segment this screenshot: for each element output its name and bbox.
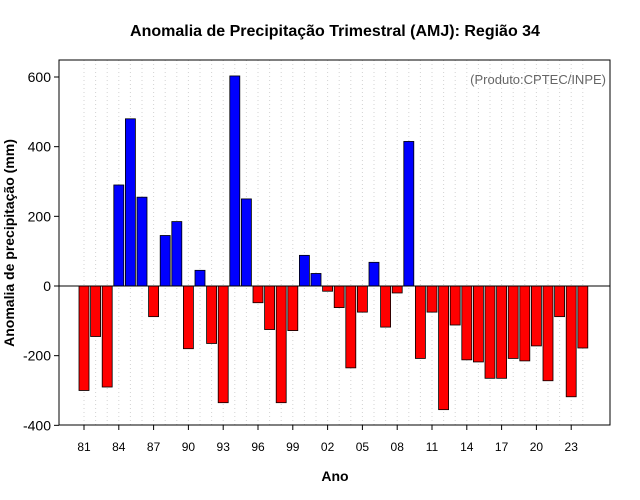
x-tick-label: 99	[286, 440, 300, 454]
y-tick-label: -400	[23, 417, 51, 433]
x-tick-label: 20	[530, 440, 544, 454]
bar-1981	[78, 285, 90, 391]
bar-1982	[90, 285, 101, 337]
x-tick-label: 17	[495, 440, 509, 454]
bar-2024	[577, 285, 589, 349]
bar-1991	[194, 269, 206, 287]
x-tick-label: 02	[321, 440, 335, 454]
grid-lines	[83, 60, 584, 425]
y-axis: -400 -200 0 200 400 600	[23, 69, 59, 433]
x-tick-label: 05	[356, 440, 370, 454]
bar-1999	[287, 285, 299, 331]
x-axis-label: Ano	[321, 468, 348, 484]
bar-2019	[519, 285, 531, 362]
bar-2004	[345, 285, 357, 369]
y-tick-label: 400	[28, 139, 52, 155]
x-tick-label: 87	[147, 440, 161, 454]
y-tick-label: 200	[28, 208, 52, 224]
bar-2002	[322, 285, 334, 292]
bar-1988	[159, 235, 171, 287]
bar-2006	[368, 261, 380, 287]
chart-title: Anomalia de Precipitação Trimestral (AMJ…	[130, 23, 540, 40]
bar-1993	[217, 285, 229, 404]
bar-1987	[148, 285, 160, 318]
bar-1992	[206, 285, 218, 344]
bar-2005	[356, 285, 368, 313]
bar-1989	[171, 221, 183, 287]
bar-2001	[310, 273, 322, 287]
bar-1986	[136, 196, 148, 287]
x-tick-label: 08	[391, 440, 405, 454]
bar-2003	[333, 285, 345, 308]
bar-1985	[125, 118, 136, 287]
bar-2023	[565, 285, 577, 398]
x-tick-label: 23	[565, 440, 579, 454]
bar-2021	[542, 285, 554, 382]
bar-1984	[113, 184, 125, 287]
bar-2012	[438, 285, 450, 411]
x-tick-label: 90	[182, 440, 196, 454]
y-tick-label: 600	[28, 69, 52, 85]
x-tick-label: 96	[251, 440, 265, 454]
bar-2014	[461, 285, 473, 361]
plot-frame	[58, 59, 611, 426]
y-tick-label: 0	[43, 278, 51, 294]
bar-2020	[531, 285, 542, 347]
x-tick-label: 84	[112, 440, 126, 454]
bar-2008	[391, 285, 403, 294]
x-tick-label: 11	[426, 440, 439, 454]
bar-2015	[472, 285, 484, 363]
bar-2022	[554, 285, 565, 318]
x-tick-label: 81	[77, 440, 91, 454]
bar-2007	[380, 285, 392, 328]
bar-2009	[403, 141, 415, 287]
bar-2000	[298, 254, 310, 287]
bars	[78, 75, 589, 411]
bar-2013	[449, 285, 461, 326]
bar-1996	[252, 285, 264, 304]
bar-2010	[414, 285, 426, 359]
credit-label: (Produto:CPTEC/INPE)	[470, 72, 606, 87]
bar-1994	[229, 75, 241, 287]
x-tick-label: 14	[460, 440, 474, 454]
bar-1998	[275, 285, 287, 404]
bar-2011	[426, 285, 438, 313]
bar-1995	[240, 198, 252, 287]
y-tick-label: -200	[23, 348, 51, 364]
bar-2016	[484, 285, 496, 379]
x-axis: 81 84 87 90 93 96 99 02 05 08 11 14 17 20 23	[77, 425, 578, 454]
bar-2018	[507, 285, 519, 359]
bar-2017	[496, 285, 508, 379]
bar-1990	[182, 285, 194, 350]
x-tick-label: 93	[217, 440, 231, 454]
bar-1997	[264, 285, 276, 330]
bar-1983	[101, 285, 113, 388]
y-axis-label: Anomalia de precipitação (mm)	[1, 139, 17, 347]
